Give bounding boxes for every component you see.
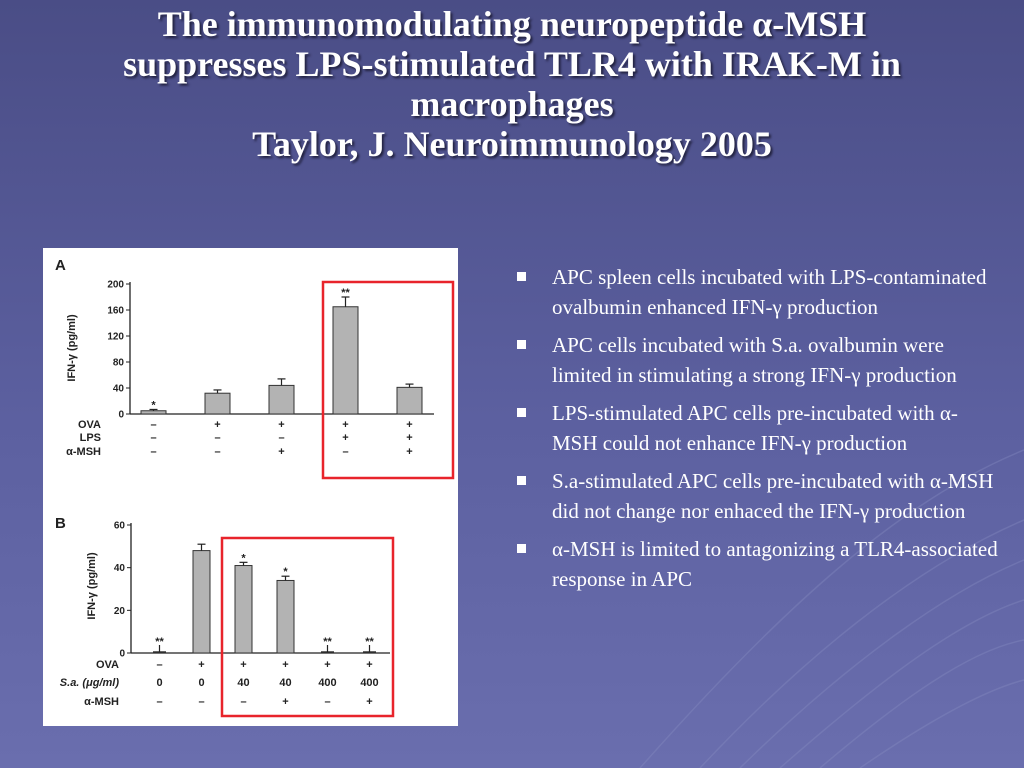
y-axis-label: IFN-γ (pg/ml) (66, 314, 78, 382)
bullet-item: S.a-stimulated APC cells pre-incubated w… (512, 466, 1000, 526)
bullet-square-icon (517, 476, 526, 485)
condition-row-label: OVA (78, 419, 101, 431)
condition-value: + (406, 432, 412, 444)
condition-value: – (198, 696, 204, 708)
condition-row-label: S.a. (μg/ml) (60, 677, 120, 689)
condition-value: – (324, 696, 330, 708)
condition-value: – (156, 696, 162, 708)
significance-marker: ** (365, 636, 374, 648)
condition-value: 400 (318, 677, 336, 689)
y-tick-label: 80 (113, 358, 125, 369)
condition-value: + (366, 659, 372, 671)
y-tick-label: 20 (114, 606, 126, 617)
condition-value: + (240, 659, 246, 671)
condition-value: + (282, 659, 288, 671)
y-axis-label: IFN-γ (pg/ml) (86, 552, 98, 620)
y-tick-label: 0 (119, 649, 125, 660)
condition-value: + (278, 419, 284, 431)
panel-label: A (55, 257, 66, 274)
bar (332, 306, 359, 415)
y-tick-label: 0 (118, 410, 124, 421)
significance-marker: ** (323, 636, 332, 648)
condition-value: – (278, 432, 284, 444)
condition-value: – (214, 446, 220, 458)
y-tick-label: 120 (107, 332, 124, 343)
condition-value: – (150, 446, 156, 458)
significance-marker: ** (155, 636, 164, 648)
bullet-square-icon (517, 408, 526, 417)
highlight-box (321, 280, 455, 480)
slide-title: The immunomodulating neuropeptide α-MSH … (10, 4, 1014, 164)
condition-row-label: LPS (80, 432, 101, 444)
bullet-square-icon (517, 272, 526, 281)
title-line-2: suppresses LPS-stimulated TLR4 with IRAK… (123, 44, 901, 84)
bar (192, 550, 211, 654)
condition-value: – (240, 696, 246, 708)
bullet-text: S.a-stimulated APC cells pre-incubated w… (552, 469, 994, 523)
bullet-square-icon (517, 340, 526, 349)
y-tick-label: 200 (107, 280, 124, 291)
bullet-item: APC spleen cells incubated with LPS-cont… (512, 262, 1000, 322)
bullet-text: α-MSH is limited to antagonizing a TLR4-… (552, 537, 998, 591)
condition-value: + (324, 659, 330, 671)
condition-value: – (150, 419, 156, 431)
condition-value: + (214, 419, 220, 431)
y-tick-label: 60 (114, 521, 126, 532)
condition-value: + (282, 696, 288, 708)
bar (396, 386, 423, 415)
significance-marker: * (241, 552, 246, 564)
bullet-text: LPS-stimulated APC cells pre-incubated w… (552, 401, 958, 455)
bar (204, 392, 231, 415)
bullet-square-icon (517, 544, 526, 553)
condition-value: + (406, 419, 412, 431)
significance-marker: ** (341, 287, 350, 299)
condition-value: 400 (360, 677, 378, 689)
panel-label: B (55, 515, 66, 532)
y-tick-label: 160 (107, 306, 124, 317)
condition-value: + (198, 659, 204, 671)
condition-row-label: OVA (96, 659, 119, 671)
condition-row-label: α-MSH (84, 696, 119, 708)
condition-value: 0 (198, 677, 204, 689)
condition-value: – (342, 446, 348, 458)
bullet-text: APC spleen cells incubated with LPS-cont… (552, 265, 987, 319)
condition-value: – (214, 432, 220, 444)
significance-marker: * (151, 399, 156, 411)
y-tick-label: 40 (114, 563, 126, 574)
condition-value: – (150, 432, 156, 444)
bar (268, 384, 295, 415)
bullet-item: APC cells incubated with S.a. ovalbumin … (512, 330, 1000, 390)
y-tick-label: 40 (113, 384, 125, 395)
highlight-box (220, 536, 395, 718)
title-line-1: The immunomodulating neuropeptide α-MSH (157, 4, 867, 44)
condition-value: + (366, 696, 372, 708)
condition-value: + (406, 446, 412, 458)
condition-value: 40 (279, 677, 291, 689)
figure-panel: A IFN-γ (pg/ml) 0 40 80 120 160 200 * ** OVA – + + + + L… (43, 248, 458, 726)
condition-value: + (278, 446, 284, 458)
bullet-list: APC spleen cells incubated with LPS-cont… (512, 262, 1000, 602)
condition-row-label: α-MSH (66, 446, 101, 458)
bar (276, 579, 295, 654)
bar (234, 565, 253, 654)
condition-value: – (156, 659, 162, 671)
title-citation: Taylor, J. Neuroimmunology 2005 (252, 124, 772, 164)
condition-value: 40 (237, 677, 249, 689)
condition-value: 0 (156, 677, 162, 689)
condition-value: + (342, 419, 348, 431)
bullet-item: α-MSH is limited to antagonizing a TLR4-… (512, 534, 1000, 594)
bullet-text: APC cells incubated with S.a. ovalbumin … (552, 333, 957, 387)
significance-marker: * (283, 566, 288, 578)
condition-value: + (342, 432, 348, 444)
title-line-3: macrophages (410, 84, 614, 124)
bullet-item: LPS-stimulated APC cells pre-incubated w… (512, 398, 1000, 458)
